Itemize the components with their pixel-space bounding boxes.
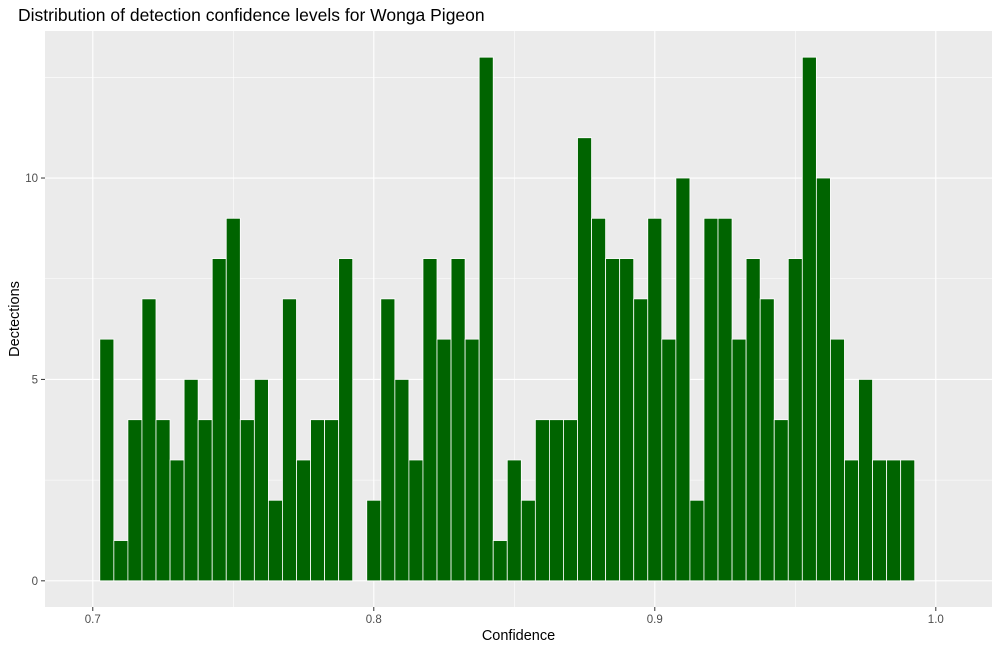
histogram-bar	[492, 540, 508, 582]
histogram-bar	[815, 177, 831, 582]
bars-group	[99, 56, 916, 582]
histogram-bar	[464, 338, 480, 582]
histogram-bar	[717, 217, 733, 582]
y-axis: 0 5 10	[25, 173, 45, 588]
x-axis: 0.7 0.8 0.9 1.0	[85, 607, 944, 626]
histogram-bar	[731, 338, 747, 582]
histogram-bar	[801, 56, 817, 582]
histogram-bar	[830, 338, 845, 582]
histogram-bar	[577, 137, 592, 582]
histogram-bar	[127, 419, 143, 582]
histogram-bar	[211, 258, 227, 582]
histogram-bar	[661, 338, 677, 582]
histogram-bar	[703, 217, 719, 582]
histogram-bar	[675, 177, 691, 582]
histogram-bar	[591, 217, 607, 582]
histogram-bar	[141, 298, 157, 582]
histogram-bar	[113, 540, 129, 582]
histogram-bar	[155, 419, 171, 582]
y-tick-label: 5	[32, 374, 38, 386]
histogram-bar	[619, 258, 635, 582]
histogram-bar	[773, 419, 789, 582]
histogram-bar	[844, 459, 859, 582]
histogram-bar	[408, 459, 424, 582]
histogram-bar	[872, 459, 888, 582]
histogram-bar	[338, 258, 354, 582]
histogram-bar	[253, 379, 269, 582]
y-tick-label: 0	[32, 576, 38, 588]
histogram-bar	[787, 258, 803, 582]
histogram-bar	[324, 419, 340, 582]
x-tick-label: 0.7	[85, 614, 101, 626]
histogram-bar	[745, 258, 761, 582]
histogram-bar	[225, 217, 241, 582]
histogram-bar	[197, 419, 213, 582]
histogram-bar	[858, 379, 873, 582]
histogram-bar	[886, 459, 902, 582]
histogram-bar	[366, 499, 382, 582]
histogram-bar	[605, 258, 621, 582]
histogram-bar	[759, 298, 775, 582]
histogram-bar	[99, 338, 115, 582]
chart-title: Distribution of detection confidence lev…	[18, 5, 485, 25]
histogram-bar	[900, 459, 916, 582]
histogram-bar	[183, 379, 199, 582]
x-tick-label: 0.8	[366, 614, 382, 626]
x-axis-label: Confidence	[482, 628, 555, 644]
histogram-bar	[436, 338, 452, 582]
histogram-bar	[450, 258, 466, 582]
histogram-bar	[647, 217, 663, 582]
histogram-bar	[563, 419, 578, 582]
histogram-bar	[394, 379, 410, 582]
x-tick-label: 1.0	[928, 614, 944, 626]
histogram-bar	[380, 298, 396, 582]
histogram-bar	[549, 419, 564, 582]
histogram-bar	[633, 298, 649, 582]
histogram-bar	[478, 56, 494, 582]
histogram-bar	[422, 258, 438, 582]
x-tick-label: 0.9	[647, 614, 663, 626]
histogram-bar	[239, 419, 255, 582]
histogram-bar	[310, 419, 326, 582]
histogram-bar	[296, 459, 311, 582]
histogram-bar	[506, 459, 522, 582]
y-axis-label: Dectections	[7, 281, 23, 357]
histogram-bar	[268, 499, 283, 582]
histogram-bar	[520, 499, 536, 582]
y-tick-label: 10	[25, 173, 38, 185]
histogram-bar	[689, 499, 705, 582]
histogram-bar	[169, 459, 185, 582]
histogram-bar	[282, 298, 297, 582]
histogram-bar	[534, 419, 550, 582]
